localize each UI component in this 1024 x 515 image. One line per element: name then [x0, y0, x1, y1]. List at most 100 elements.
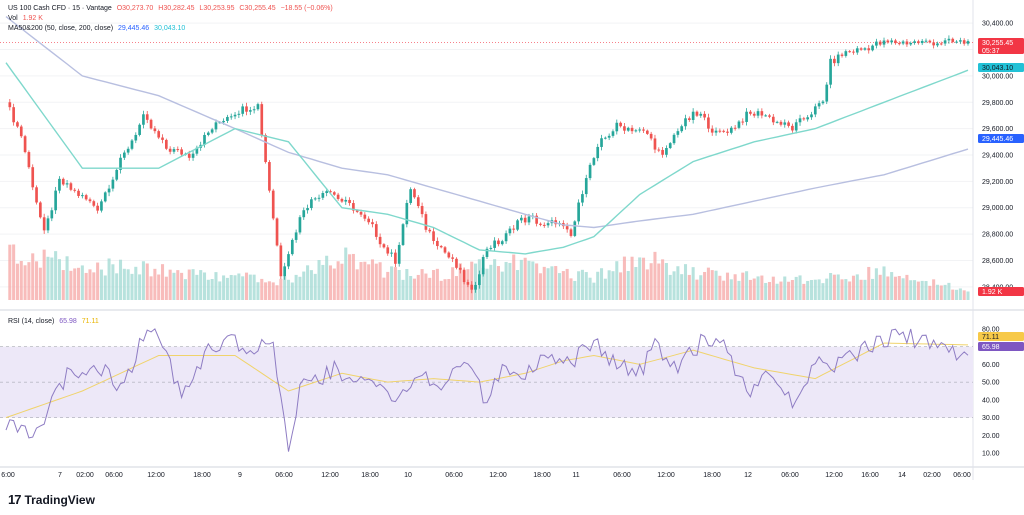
volume-bar: [871, 278, 875, 300]
candle-body: [909, 43, 913, 45]
rsi-label[interactable]: RSI (14, close): [8, 318, 55, 325]
candle-body: [542, 224, 546, 226]
volume-bars: [8, 244, 970, 300]
volume-bar: [172, 272, 176, 300]
volume-bar: [821, 283, 825, 300]
candle-body: [844, 51, 848, 56]
candle-body: [936, 43, 939, 46]
tradingview-brand[interactable]: 17 TradingView: [8, 492, 95, 507]
candle-body: [504, 233, 508, 242]
candle-body: [684, 118, 687, 127]
candle-body: [149, 119, 153, 129]
candle-body: [275, 218, 279, 246]
candle-body: [409, 189, 412, 203]
candle-body: [260, 104, 264, 136]
candle-body: [539, 223, 542, 225]
volume-bar: [474, 263, 478, 300]
volume-bar: [405, 269, 409, 300]
candle-body: [848, 51, 851, 53]
volume-bar: [756, 276, 760, 300]
volume-bar: [283, 276, 287, 300]
candle-body: [123, 152, 126, 158]
candle-body: [588, 164, 592, 179]
candle-body: [645, 130, 649, 134]
volume-bar: [225, 277, 229, 300]
candles: [8, 35, 970, 294]
rsi-ma-line: [5, 342, 969, 419]
candle-body: [913, 41, 916, 44]
candle-body: [642, 129, 645, 131]
volume-bar: [844, 279, 848, 300]
candle-body: [771, 116, 775, 123]
candle-body: [821, 101, 825, 104]
time-tick-label: 02:00: [923, 472, 941, 479]
candle-body: [401, 224, 405, 245]
price-tick-label: 29,400.00: [982, 153, 1013, 160]
candle-body: [180, 149, 183, 155]
symbol-name[interactable]: US 100 Cash CFD · 15 · Vantage: [8, 5, 112, 12]
candle-body: [386, 247, 390, 254]
candle-body: [283, 266, 287, 277]
price-tick-label: 28,600.00: [982, 258, 1013, 265]
candle-body: [729, 127, 733, 133]
volume-bar: [168, 269, 172, 300]
volume-bar: [596, 271, 600, 300]
volume-bar: [496, 266, 500, 300]
candle-body: [268, 162, 271, 191]
candle-body: [130, 140, 134, 149]
volume-bar: [275, 285, 279, 300]
volume-bar: [233, 275, 237, 300]
candle-body: [77, 190, 80, 196]
volume-bar: [134, 266, 138, 300]
volume-bar: [222, 275, 226, 300]
candle-body: [161, 137, 164, 140]
volume-bar: [890, 272, 894, 300]
candle-body: [829, 58, 832, 85]
volume-bar: [451, 267, 455, 300]
volume-bar: [122, 268, 126, 300]
volume-bar: [145, 263, 149, 300]
volume-bar: [325, 255, 329, 300]
volume-bar: [832, 274, 836, 300]
volume-bar: [38, 267, 42, 300]
volume-bar: [924, 281, 928, 300]
time-tick-label: 12:00: [489, 472, 507, 479]
candle-body: [840, 54, 844, 56]
volume-bar: [69, 270, 73, 300]
volume-bar: [294, 274, 298, 300]
candle-body: [61, 178, 65, 185]
candle-body: [611, 131, 615, 136]
time-tick-label: 06:00: [953, 472, 971, 479]
price-tag-text: 30,255.45: [982, 40, 1013, 47]
volume-bar: [160, 264, 165, 300]
time-tick-label: 06:00: [445, 472, 463, 479]
volume-bar: [615, 261, 619, 300]
candle-body: [775, 121, 779, 123]
volume-bar: [653, 251, 657, 300]
candle-body: [359, 211, 363, 215]
volume-bar: [771, 276, 775, 300]
volume-bar: [370, 259, 375, 300]
ma-label[interactable]: MA50&200 (50, close, 200, close): [8, 25, 114, 32]
candle-body: [245, 106, 248, 112]
volume-label[interactable]: Vol: [8, 15, 18, 22]
rsi-tag-text: 65.98: [982, 344, 1000, 351]
volume-bar: [458, 263, 462, 300]
candle-body: [344, 199, 348, 202]
time-tick-label: 7: [58, 472, 62, 479]
volume-bar: [752, 278, 756, 300]
volume-bar: [241, 276, 245, 300]
candle-body: [164, 139, 168, 149]
candle-body: [58, 178, 61, 191]
candle-body: [142, 114, 145, 125]
volume-bar: [359, 262, 363, 300]
candle-body: [962, 40, 966, 44]
ma200-tag: 29,445.46: [978, 134, 1024, 143]
candle-body: [317, 197, 321, 199]
candle-body: [638, 129, 642, 131]
candle-body: [535, 215, 538, 224]
candle-body: [447, 252, 451, 258]
volume-bar: [802, 283, 806, 300]
